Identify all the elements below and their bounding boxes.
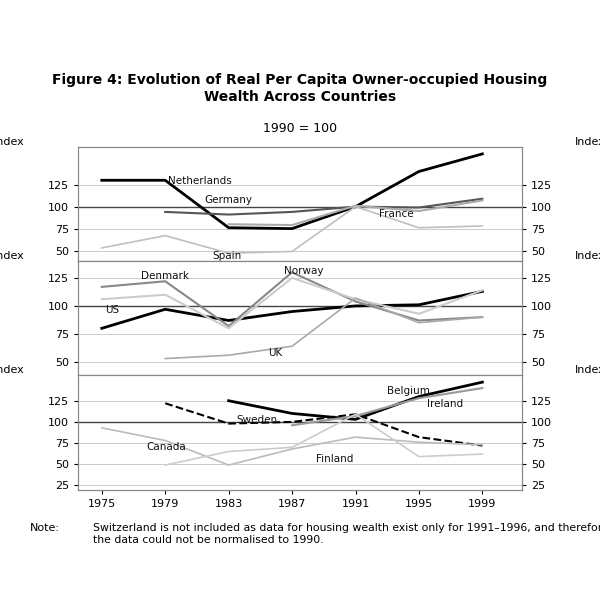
- Text: Index: Index: [0, 251, 25, 261]
- Text: Note:: Note:: [30, 523, 60, 533]
- Text: Denmark: Denmark: [142, 271, 190, 281]
- Text: Spain: Spain: [213, 251, 242, 261]
- Text: Switzerland is not included as data for housing wealth exist only for 1991–1996,: Switzerland is not included as data for …: [93, 523, 600, 545]
- Text: Norway: Norway: [284, 266, 323, 276]
- Text: Figure 4: Evolution of Real Per Capita Owner-occupied Housing
Wealth Across Coun: Figure 4: Evolution of Real Per Capita O…: [52, 73, 548, 104]
- Text: Index: Index: [0, 137, 25, 147]
- Text: Netherlands: Netherlands: [169, 176, 232, 186]
- Text: Finland: Finland: [316, 454, 353, 464]
- Text: Germany: Germany: [205, 195, 253, 204]
- Text: Index: Index: [575, 137, 600, 147]
- Text: Index: Index: [575, 251, 600, 261]
- Text: Sweden: Sweden: [236, 415, 278, 425]
- Text: 1990 = 100: 1990 = 100: [263, 122, 337, 135]
- Text: Index: Index: [0, 365, 25, 375]
- Text: Belgium: Belgium: [387, 386, 430, 397]
- Text: Ireland: Ireland: [427, 399, 463, 409]
- Text: Canada: Canada: [146, 442, 186, 452]
- Text: UK: UK: [268, 348, 283, 358]
- Text: US: US: [105, 305, 119, 315]
- Text: France: France: [379, 209, 414, 218]
- Text: Index: Index: [575, 365, 600, 375]
